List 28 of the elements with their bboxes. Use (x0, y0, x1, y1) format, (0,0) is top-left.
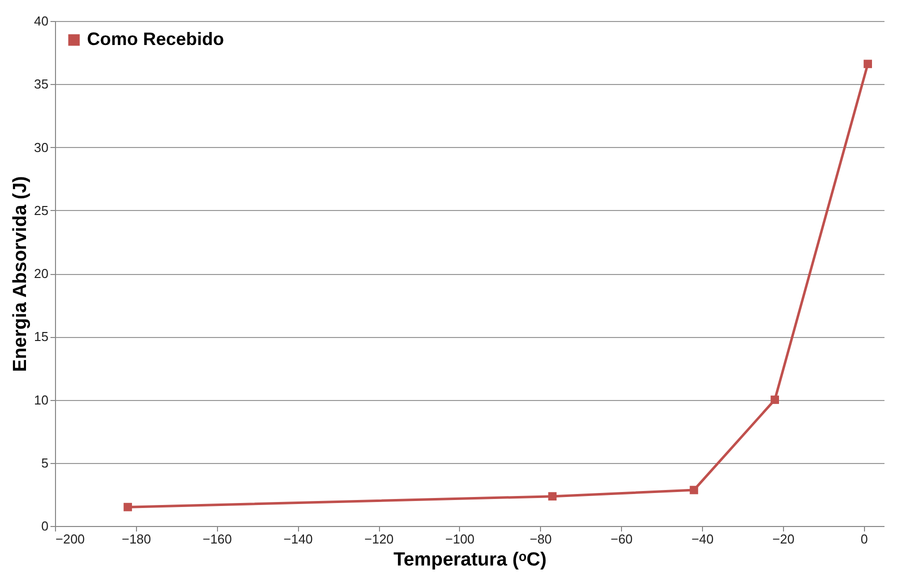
point (548, 492, 557, 501)
x-axis-title: Temperatura (ᵒC) (393, 550, 547, 570)
y-axis-title: Energia Absorvida (J) (10, 176, 32, 372)
legend-label: Como Recebido (87, 29, 224, 49)
y-tick-label: 0 (41, 518, 48, 534)
x-tick-label: −80 (530, 532, 552, 546)
point (690, 486, 698, 494)
x-tick-label: −20 (772, 532, 794, 546)
point (124, 502, 132, 512)
y-tick-label: 30 (34, 140, 48, 155)
x-tick-label: −60 (610, 532, 633, 546)
y-tick-label: 10 (34, 392, 48, 408)
x-tick-label: −140 (283, 532, 313, 546)
y-tick-label: 40 (34, 14, 48, 28)
point (864, 60, 872, 68)
y-tick-label: 20 (34, 266, 48, 281)
x-tick-label: −120 (364, 532, 394, 546)
y-tick-label: 5 (41, 455, 48, 470)
y-tick-label: 25 (34, 202, 48, 218)
x-tick-label: −160 (202, 532, 232, 546)
x-tick-label: −200 (56, 532, 85, 546)
x-tick-label: −40 (691, 532, 714, 546)
y-tick-label: 35 (34, 76, 48, 92)
x-tick-label: 0 (860, 532, 868, 546)
x-tick-label: −180 (122, 532, 152, 546)
y-tick-label: 15 (34, 329, 48, 344)
point (770, 396, 779, 404)
x-tick-label: −100 (445, 532, 475, 546)
